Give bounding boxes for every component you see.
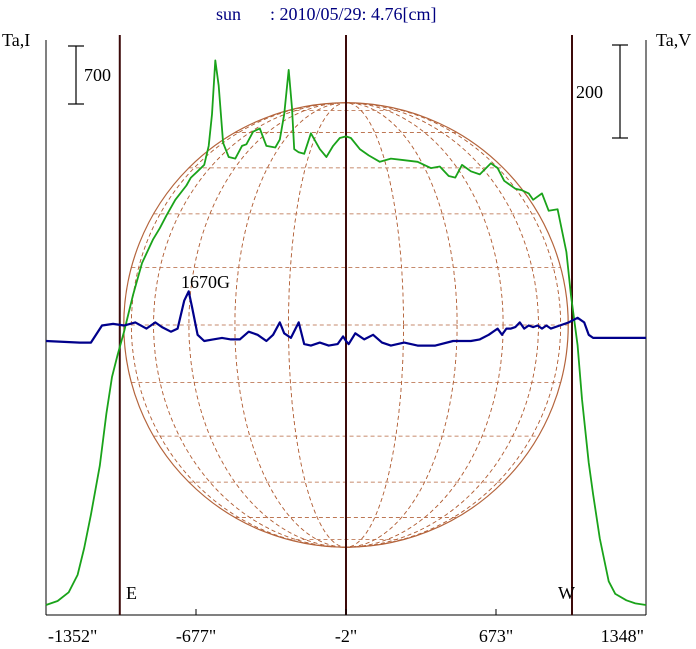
- x-tick-label: -2": [335, 626, 357, 646]
- right-axis-label: Ta,V: [656, 30, 691, 50]
- series-line-intensity: [45, 59, 647, 606]
- left-scale-label: 700: [84, 65, 111, 85]
- x-tick-label: -1352": [48, 626, 97, 646]
- limb-label-west: W: [558, 583, 575, 603]
- x-tick-label: 1348": [601, 626, 644, 646]
- data-series: [45, 59, 647, 606]
- right-scale-bar: 200: [576, 44, 628, 139]
- x-tick-label: -677": [176, 626, 216, 646]
- chart-title-source: sun: [216, 4, 241, 24]
- left-scale-bar: 700: [68, 45, 111, 105]
- x-axis-ticks: -1352" -677" -2" 673" 1348": [45, 609, 647, 646]
- chart-title-info: : 2010/05/29: 4.76[cm]: [270, 4, 436, 24]
- right-scale-label: 200: [576, 82, 603, 102]
- series-line-polarization: [45, 290, 646, 347]
- limb-label-east: E: [126, 583, 137, 603]
- disk-meridian: [188, 102, 504, 548]
- left-axis-label: Ta,I: [2, 30, 30, 50]
- annotation-1670g: 1670G: [181, 272, 230, 292]
- x-tick-label: 673": [479, 626, 513, 646]
